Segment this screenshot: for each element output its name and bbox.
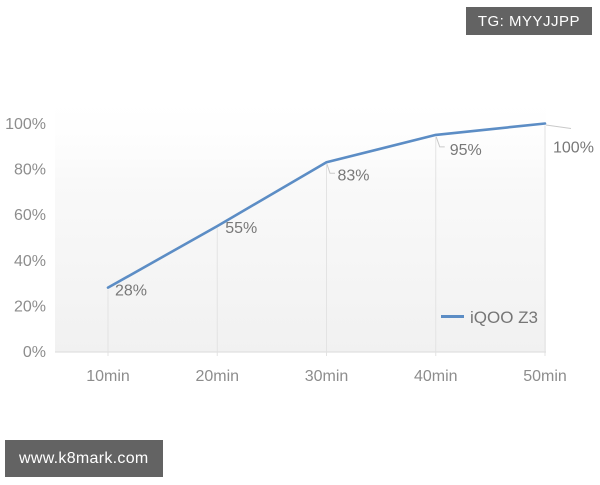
point-label-connector (326, 164, 335, 174)
y-axis-tick-labels: 0% 20% 40% 60% 80% 100% (5, 116, 46, 361)
y-axis-tick-label: 20% (14, 298, 46, 315)
x-axis-tick-label: 30min (305, 368, 349, 385)
x-axis-tick-label: 40min (414, 368, 458, 385)
y-axis-tick-label: 0% (23, 344, 46, 361)
x-axis-tick-label: 20min (195, 368, 239, 385)
y-axis-tick-label: 80% (14, 162, 46, 179)
y-axis-tick-label: 40% (14, 253, 46, 270)
point-label-connectors (326, 124, 572, 174)
x-axis-tick-labels: 10min 20min 30min 40min 50min (86, 368, 567, 385)
legend[interactable]: iQOO Z3 (441, 308, 538, 327)
point-labels: 28% 55% 83% 95% 100% (115, 140, 594, 300)
point-label-connector (545, 124, 572, 129)
x-axis-tick-label: 10min (86, 368, 130, 385)
data-point-label: 83% (338, 167, 370, 184)
data-point-label: 28% (115, 283, 147, 300)
drop-lines (107, 125, 546, 356)
data-point-label: 95% (450, 142, 482, 159)
y-axis-tick-label: 100% (5, 116, 46, 133)
series-line-iqoo-z3 (106, 122, 547, 289)
data-point-label: 55% (225, 220, 257, 237)
legend-label: iQOO Z3 (470, 308, 538, 327)
point-label-connector (435, 136, 445, 148)
data-point-label: 100% (553, 140, 594, 157)
telegram-watermark-badge: TG: MYYJJPP (465, 7, 592, 35)
y-axis-tick-label: 60% (14, 207, 46, 224)
website-watermark-badge: www.k8mark.com (5, 440, 163, 477)
x-axis-tick-label: 50min (523, 368, 567, 385)
